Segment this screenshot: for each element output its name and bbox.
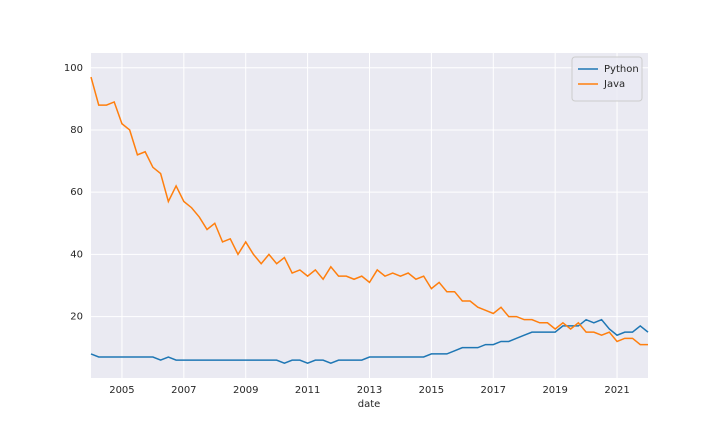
x-tick-label: 2019 — [542, 385, 567, 396]
y-tick-label: 100 — [64, 63, 83, 74]
y-tick-label: 40 — [70, 249, 83, 260]
x-tick-label: 2017 — [481, 385, 506, 396]
line — [90, 76, 648, 346]
legend-box — [571, 56, 643, 102]
x-tick-label: 2005 — [109, 385, 134, 396]
y-tick-label: 80 — [70, 125, 83, 136]
y-tick-label: 60 — [70, 187, 83, 198]
legend-label: Java — [603, 79, 625, 90]
x-tick-label: 2013 — [357, 385, 382, 396]
x-tick-label: 2011 — [295, 385, 320, 396]
x-tick-label: 2009 — [233, 385, 258, 396]
x-axis-label: date — [358, 399, 381, 410]
x-tick-label: 2015 — [419, 385, 444, 396]
x-tick-label: 2021 — [604, 385, 629, 396]
legend-label: Python — [604, 64, 639, 75]
y-tick-label: 20 — [70, 312, 83, 323]
x-tick-label: 2007 — [171, 385, 196, 396]
line — [90, 318, 649, 365]
